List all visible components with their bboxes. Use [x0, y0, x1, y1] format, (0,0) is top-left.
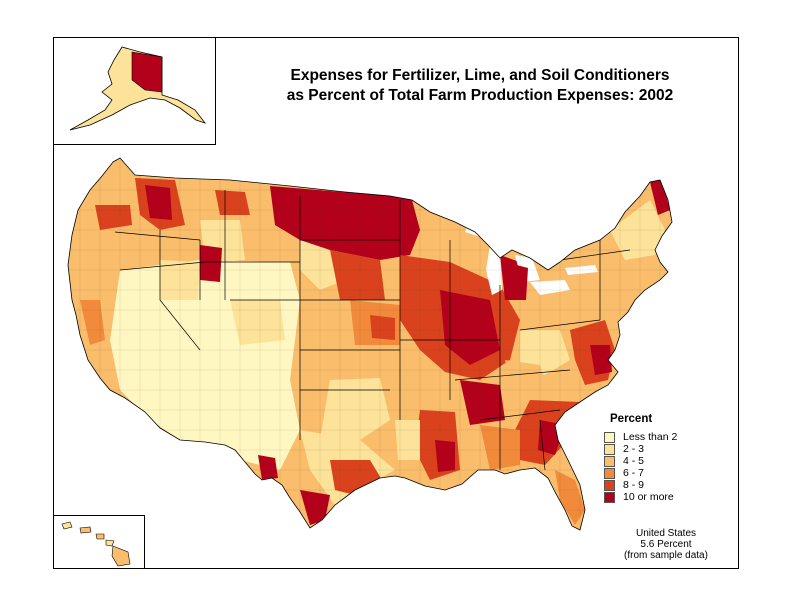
legend-swatch	[604, 455, 615, 467]
legend-item: Less than 2	[604, 431, 677, 443]
state-boundaries	[114, 190, 631, 471]
alaska-inset	[53, 37, 216, 145]
legend-item: 4 - 5	[604, 455, 677, 467]
legend-label: 2 - 3	[623, 443, 645, 455]
legend-label: 4 - 5	[623, 455, 645, 467]
county-patches	[70, 178, 670, 525]
us-summary: United States 5.6 Percent (from sample d…	[606, 528, 726, 561]
legend-label: 8 - 9	[623, 479, 645, 491]
legend-label: 10 or more	[623, 491, 674, 503]
summary-line-3: (from sample data)	[624, 550, 708, 561]
legend: Percent Less than 2 2 - 3 4 - 5 6 - 7 8 …	[604, 413, 677, 503]
legend-swatch	[604, 431, 615, 443]
legend-item: 10 or more	[604, 491, 677, 503]
summary-line-2: 5.6 Percent	[640, 539, 692, 550]
map-title: Expenses for Fertilizer, Lime, and Soil …	[240, 66, 720, 106]
legend-swatch	[604, 443, 615, 455]
title-line-2: as Percent of Total Farm Production Expe…	[286, 87, 674, 104]
title-line-1: Expenses for Fertilizer, Lime, and Soil …	[290, 67, 670, 84]
map-frame	[53, 37, 739, 569]
legend-label: Less than 2	[623, 431, 678, 443]
hawaii-inset	[53, 515, 145, 569]
legend-title: Percent	[610, 413, 653, 425]
legend-item: 8 - 9	[604, 479, 677, 491]
alaska-shape	[69, 46, 207, 131]
legend-swatch	[604, 491, 615, 503]
legend-item: 6 - 7	[604, 467, 677, 479]
legend-swatch	[604, 467, 615, 479]
legend-label: 6 - 7	[623, 467, 645, 479]
legend-swatch	[604, 479, 615, 491]
legend-item: 2 - 3	[604, 443, 677, 455]
summary-line-1: United States	[635, 528, 697, 539]
hawaii-shape	[61, 521, 131, 567]
